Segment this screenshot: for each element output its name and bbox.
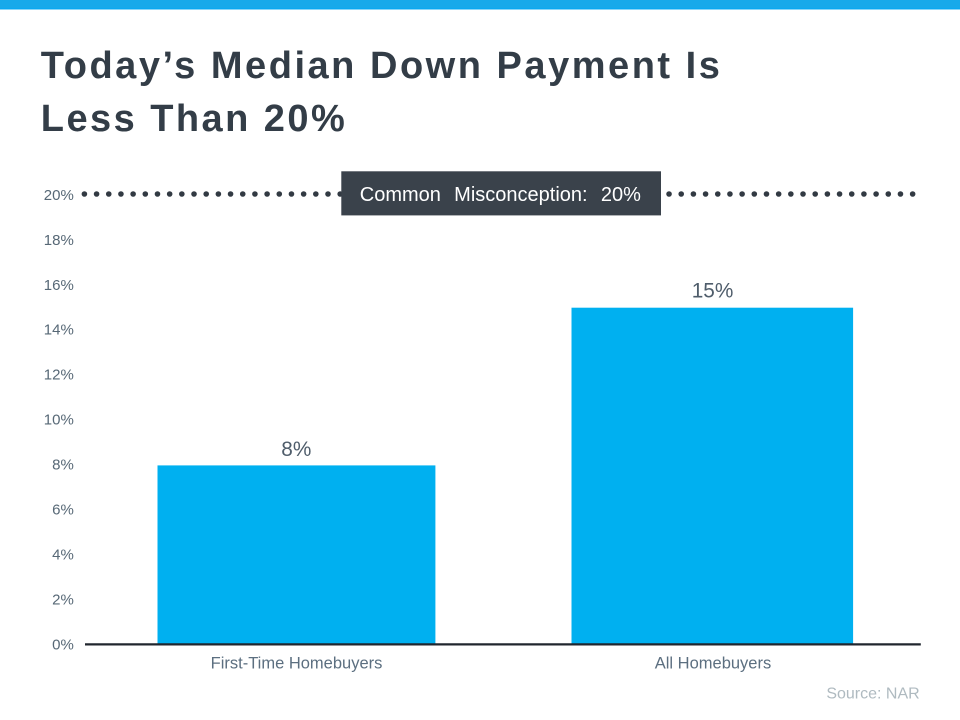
svg-text:14%: 14% — [44, 322, 74, 339]
svg-text:8%: 8% — [52, 457, 74, 474]
svg-text:Less Than 20%: Less Than 20% — [41, 98, 347, 140]
svg-text:4%: 4% — [52, 547, 74, 564]
svg-text:6%: 6% — [52, 502, 74, 519]
svg-text:Today’s Median Down Payment Is: Today’s Median Down Payment Is — [41, 45, 723, 87]
svg-text:16%: 16% — [44, 277, 74, 294]
svg-text:10%: 10% — [44, 412, 74, 429]
svg-text:8%: 8% — [281, 438, 311, 461]
svg-text:First-Time Homebuyers: First-Time Homebuyers — [211, 655, 383, 673]
svg-text:All Homebuyers: All Homebuyers — [655, 655, 771, 673]
svg-text:15%: 15% — [692, 279, 734, 302]
svg-text:20%: 20% — [44, 187, 74, 204]
svg-text:0%: 0% — [52, 636, 74, 653]
svg-text:Source: NAR: Source: NAR — [826, 686, 919, 703]
svg-text:18%: 18% — [44, 232, 74, 249]
svg-text:Common Misconception: 20%: Common Misconception: 20% — [360, 184, 641, 206]
svg-text:2%: 2% — [52, 591, 74, 608]
svg-text:12%: 12% — [44, 367, 74, 384]
